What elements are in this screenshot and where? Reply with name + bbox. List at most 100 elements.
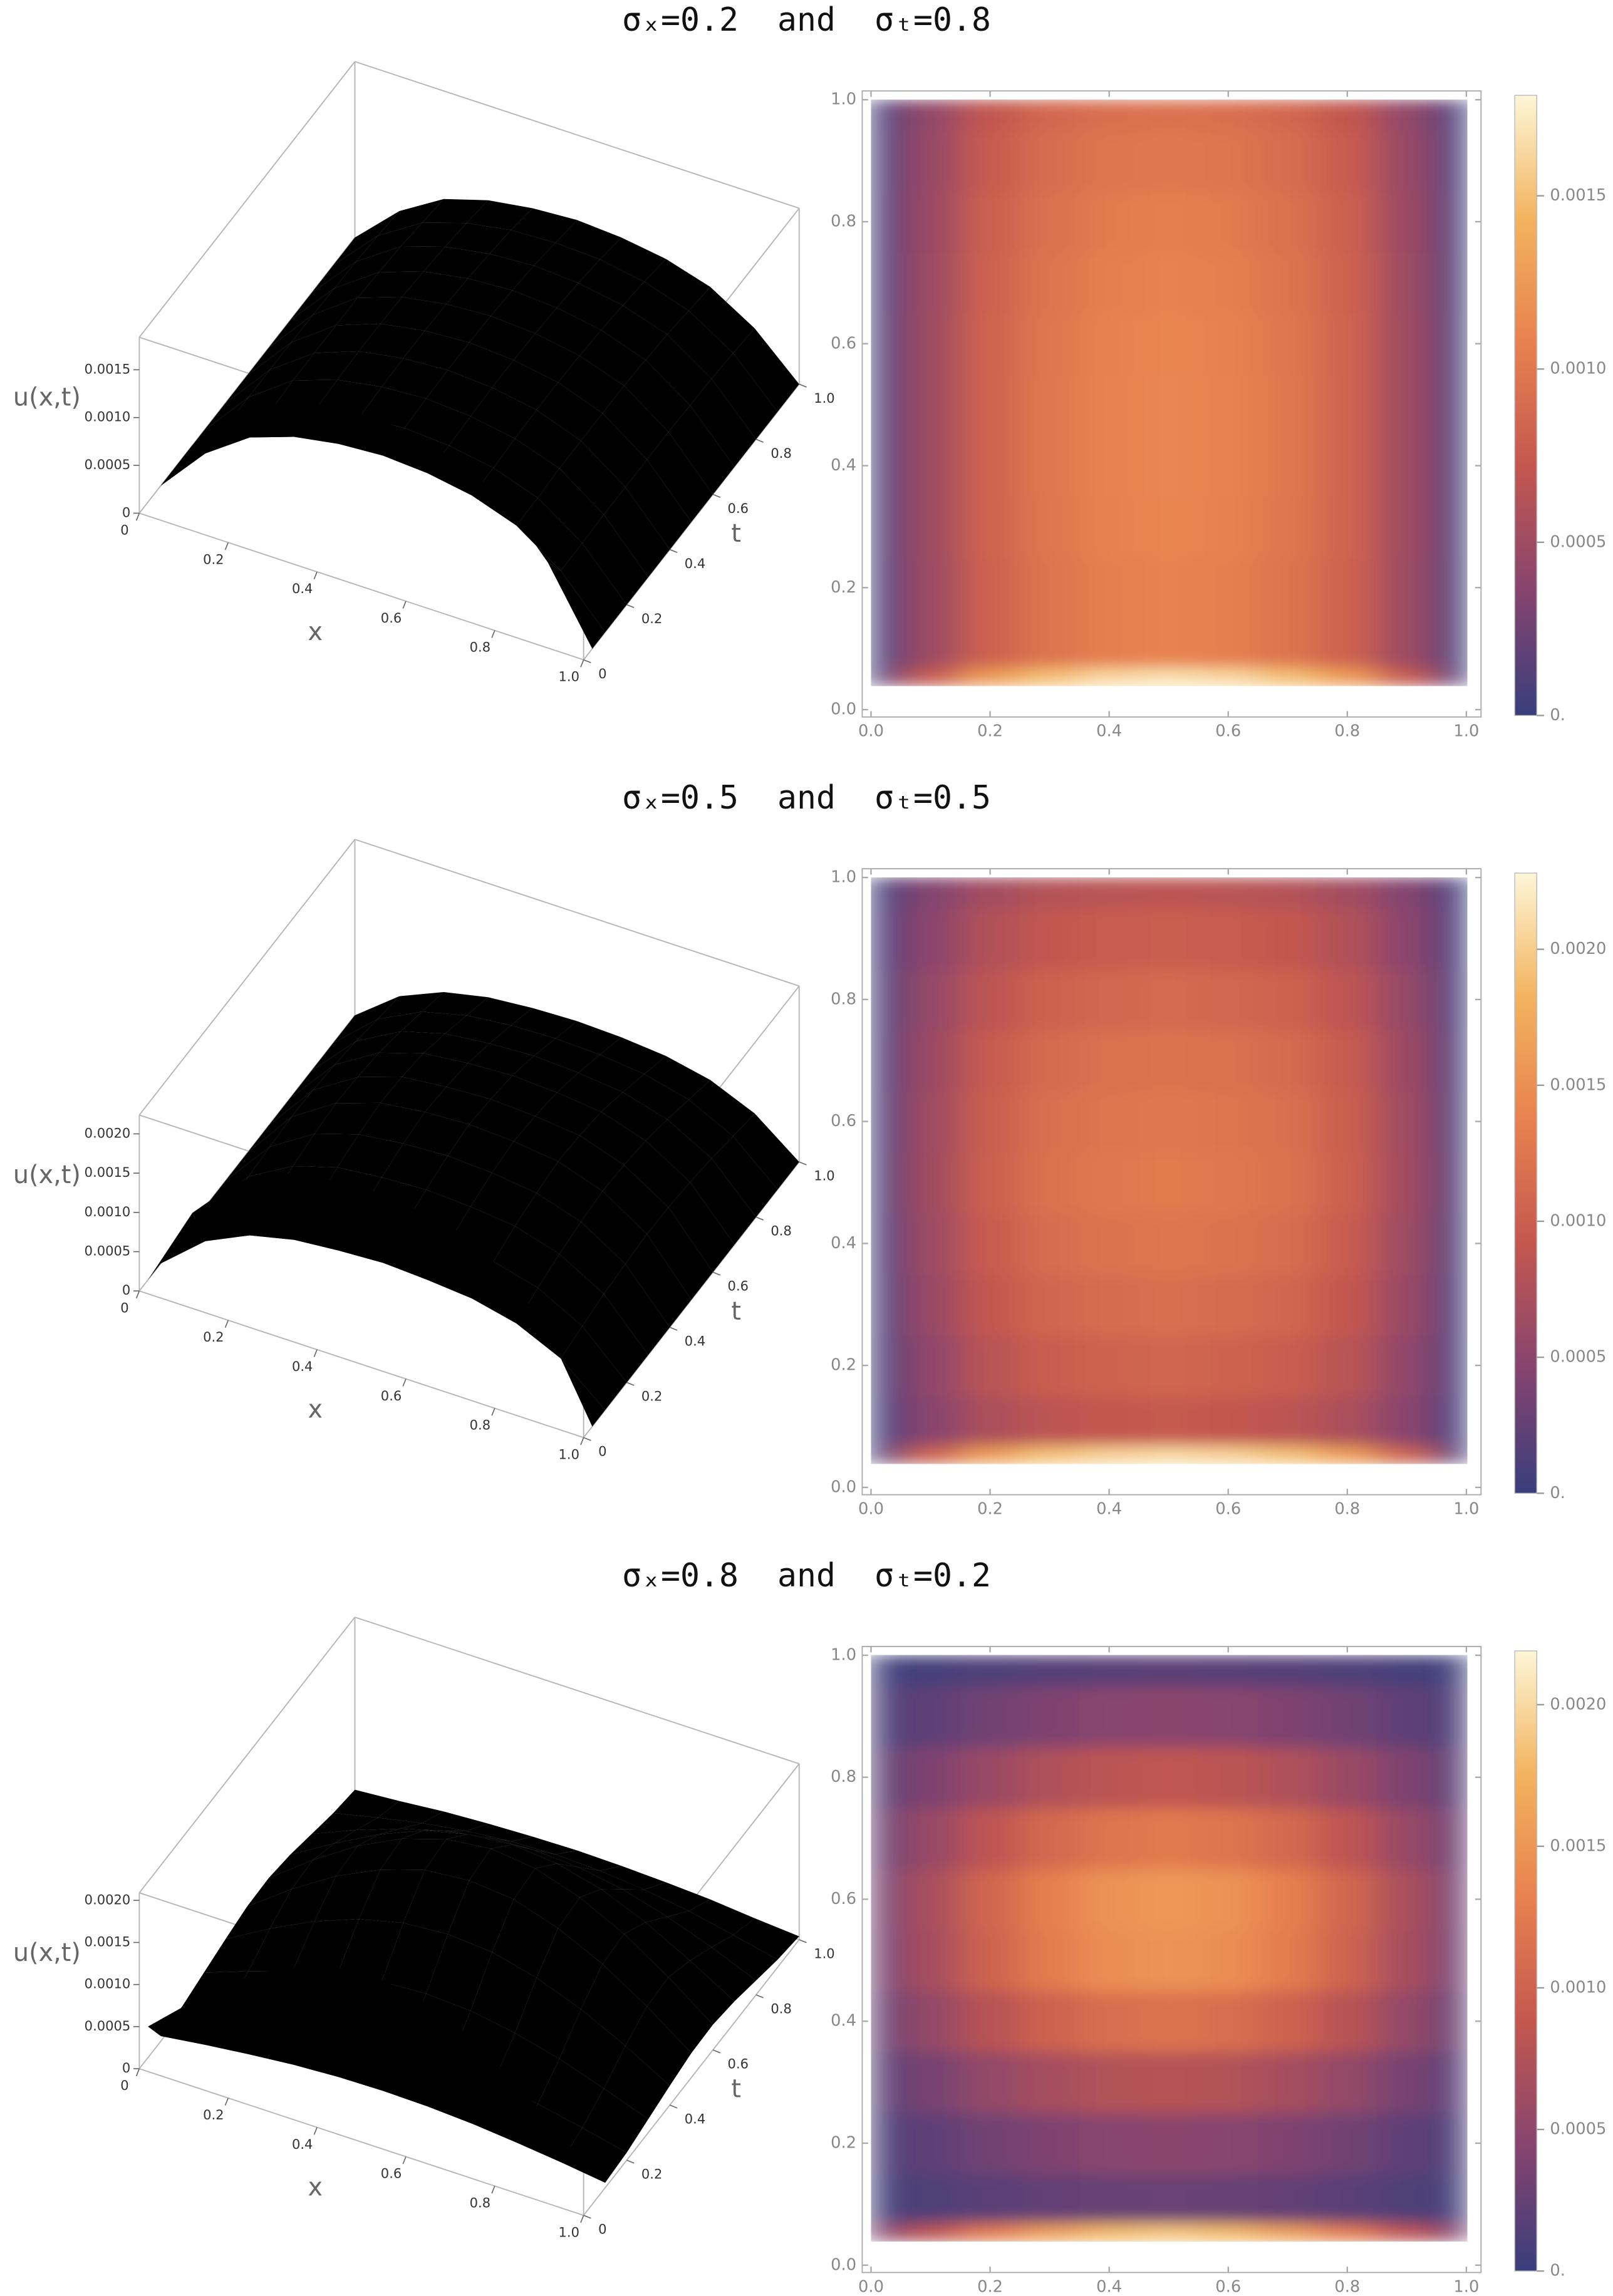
surface-patch: [601, 1092, 668, 1141]
z-tick-label: 0.0015: [85, 1933, 131, 1949]
density-cell: [1079, 1213, 1140, 1275]
density-cell: [1436, 1274, 1468, 1336]
surface-patch: [537, 1254, 604, 1326]
surface-patch: [226, 342, 292, 403]
colorbar-tick-label: 0.0010: [1550, 359, 1606, 378]
surface-patch: [623, 281, 689, 334]
density-cell: [1258, 2173, 1319, 2223]
chart-row: σₓ=0.8 and σₜ=0.2 0 0.2 0.4 0.6 0.8 1.0 0 0.2 0.4…: [13, 1557, 1607, 2296]
x-tick-label: 0.4: [292, 2136, 313, 2152]
surface-patch: [380, 1838, 447, 1870]
surface-patch: [547, 2119, 606, 2183]
density-cell: [1020, 1747, 1081, 1809]
density-cell: [1258, 1152, 1319, 1214]
y-tick-label: 0.8: [831, 212, 856, 231]
t-tick-label: 0.4: [685, 2111, 705, 2127]
x-tick-label: 1.0: [1453, 2277, 1479, 2296]
density-cell: [1020, 1807, 1081, 1869]
density-cell: [1436, 2112, 1468, 2174]
colorbar-tick-label: 0.0005: [1550, 2120, 1606, 2139]
x-tick: [402, 1378, 407, 1387]
density-cell: [960, 2051, 1021, 2114]
density-cell: [901, 908, 962, 970]
surface-patch: [470, 387, 537, 439]
t-tick: [712, 494, 721, 498]
density-cell: [1258, 2112, 1319, 2174]
surface-patch: [425, 1839, 491, 1881]
density-cell: [901, 1274, 962, 1336]
surface-patch: [645, 1119, 712, 1182]
density-plot: 0.0 0.2 0.4 0.6 0.8 1.0 0.0 0.2 0.4 0.6 0.8 1.0 0. 0.…: [831, 868, 1606, 1519]
density-cell: [1198, 2173, 1259, 2223]
surface-patch: [581, 1191, 647, 1264]
surface-patch: [337, 1134, 403, 1177]
density-cell: [1436, 313, 1468, 375]
density-cell: [1436, 1685, 1468, 1748]
surface-patch: [490, 1075, 557, 1117]
surface-patch: [248, 1134, 314, 1177]
density-cell: [1317, 374, 1378, 437]
density-cell: [1377, 435, 1438, 497]
surface-patch: [269, 1103, 336, 1147]
density-cell: [1139, 1930, 1200, 1992]
z-axis-label: u(x,t): [13, 1938, 81, 1967]
box-edge: [138, 839, 356, 1115]
density-cell: [1020, 496, 1081, 558]
y-tick-label: 0.4: [831, 456, 856, 475]
density-cell: [1436, 1807, 1468, 1869]
density-cell: [1377, 908, 1438, 970]
density-cell: [1020, 1930, 1081, 1992]
density-cell: [1198, 496, 1259, 558]
density-cell: [1079, 1395, 1140, 1445]
x-tick: [313, 1349, 318, 1357]
density-cell: [1317, 1152, 1378, 1214]
density-cell: [1258, 618, 1319, 668]
z-tick-label: 0: [122, 504, 130, 520]
density-cell: [871, 2173, 902, 2223]
z-tick-label: 0.0010: [85, 409, 131, 425]
density-cell: [1079, 1152, 1140, 1214]
density-cell: [1198, 191, 1259, 253]
density-cell: [1436, 1747, 1468, 1809]
surface-patch: [536, 382, 603, 441]
x-tick-label: 0.2: [203, 2107, 224, 2123]
density-cell: [1317, 1335, 1378, 1397]
surface-patch: [422, 1811, 489, 1831]
t-tick-label: 0.6: [728, 1278, 749, 1294]
x-tick-label: 0: [120, 522, 128, 537]
density-cell: [871, 1030, 902, 1092]
density-field: [871, 1655, 1468, 2242]
density-cell: [1317, 2051, 1378, 2114]
y-tick-label: 0.8: [831, 990, 856, 1008]
density-cell: [1258, 666, 1319, 686]
surface-patch: [358, 1869, 425, 1923]
surface-patch: [556, 283, 623, 331]
colorbar-tick-label: 0.0015: [1550, 1836, 1606, 1855]
surface-patch: [667, 311, 734, 379]
surface-patch: [492, 359, 558, 410]
surface-patch: [314, 323, 381, 353]
surface-patch: [511, 208, 578, 243]
box-edge: [138, 61, 356, 338]
density-cell: [1317, 1030, 1378, 1092]
colorbar-tick-label: 0.: [1550, 1484, 1565, 1502]
surface-patch: [489, 1838, 556, 1854]
density-cell: [1139, 1090, 1200, 1153]
density-cell: [1317, 435, 1378, 497]
surface-patch: [422, 991, 489, 1016]
t-tick-label: 0: [598, 2221, 606, 2237]
density-cell: [960, 557, 1021, 619]
surface-patch: [581, 1963, 647, 2046]
y-tick-label: 0.6: [831, 1112, 856, 1130]
surface-patch: [269, 325, 336, 370]
density-cell: [1377, 1335, 1438, 1397]
density-cell: [960, 191, 1021, 253]
density-cell: [871, 1395, 902, 1445]
density-cell: [1436, 1213, 1468, 1275]
x-tick-label: 0.6: [1215, 1500, 1241, 1519]
density-cell: [1198, 877, 1259, 909]
surface-patch: [381, 358, 448, 399]
surface-patch: [445, 223, 511, 254]
density-cell: [1139, 969, 1200, 1031]
density-cell: [871, 1807, 902, 1869]
